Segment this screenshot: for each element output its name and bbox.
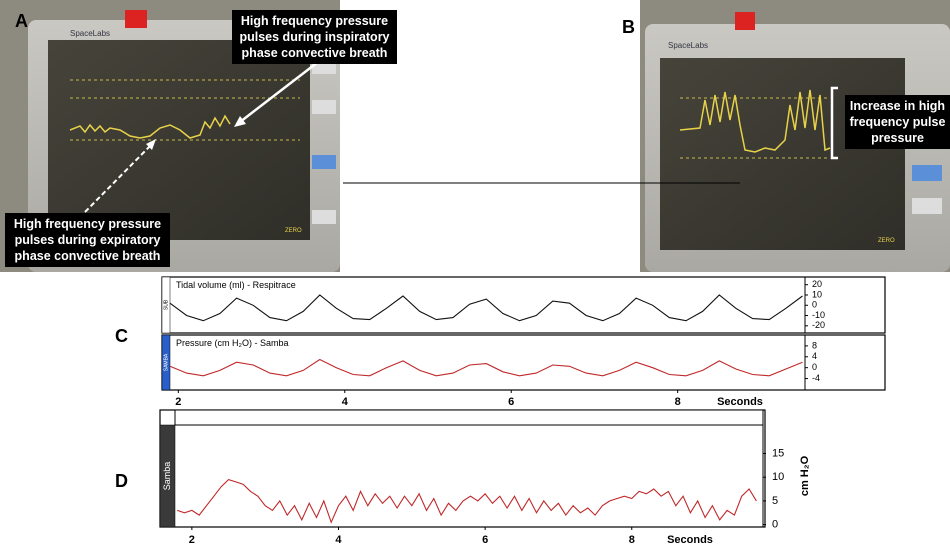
chart-title: Tidal volume (ml) - Respitrace [176, 280, 296, 290]
y-tick-label: 0 [812, 300, 817, 310]
x-axis-label: Seconds [717, 396, 763, 408]
y-tick-label: 10 [772, 471, 784, 483]
monitor-brand: SpaceLabs [668, 41, 708, 50]
monitor-button [312, 210, 336, 224]
y-tick-label: 8 [812, 340, 817, 350]
x-tick-label: 2 [175, 396, 181, 408]
figure: SpaceLabs ZERO A SpaceLabs ZERO B C D SU… [0, 0, 950, 549]
y-tick-label: 5 [772, 495, 778, 507]
y-tick-label: 4 [812, 351, 817, 361]
panel-label: B [622, 17, 635, 37]
y-axis-label: cm H₂O [799, 455, 811, 496]
monitor-button-label: ZERO [878, 238, 895, 244]
monitor-button [312, 100, 336, 114]
x-tick-label: 6 [482, 534, 488, 546]
x-tick-label: 2 [189, 534, 195, 546]
x-tick-label: 8 [675, 396, 681, 408]
y-tick-label: -20 [812, 320, 825, 330]
y-tick-label: 10 [812, 289, 822, 299]
annotation: Increase in high frequency pulse pressur… [845, 95, 950, 149]
chart-header [175, 410, 763, 425]
monitor-button-label: ZERO [285, 228, 302, 234]
monitor-brand: SpaceLabs [70, 29, 110, 38]
y-tick-label: -4 [812, 373, 820, 383]
panel-label: A [15, 11, 28, 31]
x-tick-label: 6 [508, 396, 514, 408]
panel-label: C [115, 326, 128, 346]
y-tick-label: -10 [812, 310, 825, 320]
panel-label: D [115, 471, 128, 491]
y-tick-label: 15 [772, 447, 784, 459]
monitor-button [912, 198, 942, 214]
annotation: High frequency pressure pulses during ex… [5, 213, 170, 267]
connector [125, 10, 147, 28]
x-tick-label: 8 [629, 534, 635, 546]
side-label: Samba [162, 462, 172, 491]
y-tick-label: 0 [812, 362, 817, 372]
monitor-screen [660, 58, 905, 250]
chart-title: Pressure (cm H₂O) - Samba [176, 338, 289, 348]
y-tick-label: 0 [772, 519, 778, 531]
side-label: SUB [163, 299, 169, 310]
connector [735, 12, 755, 30]
annotation: High frequency pressure pulses during in… [232, 10, 397, 64]
x-axis-label: Seconds [667, 534, 713, 546]
y-tick-label: 20 [812, 279, 822, 289]
monitor-button [312, 155, 336, 169]
chart-frame [160, 410, 765, 527]
side-label: SAMBA [163, 353, 169, 371]
x-tick-label: 4 [335, 534, 342, 546]
figure-svg: SpaceLabs ZERO A SpaceLabs ZERO B C D SU… [0, 0, 950, 549]
x-tick-label: 4 [342, 396, 349, 408]
monitor-button [912, 165, 942, 181]
